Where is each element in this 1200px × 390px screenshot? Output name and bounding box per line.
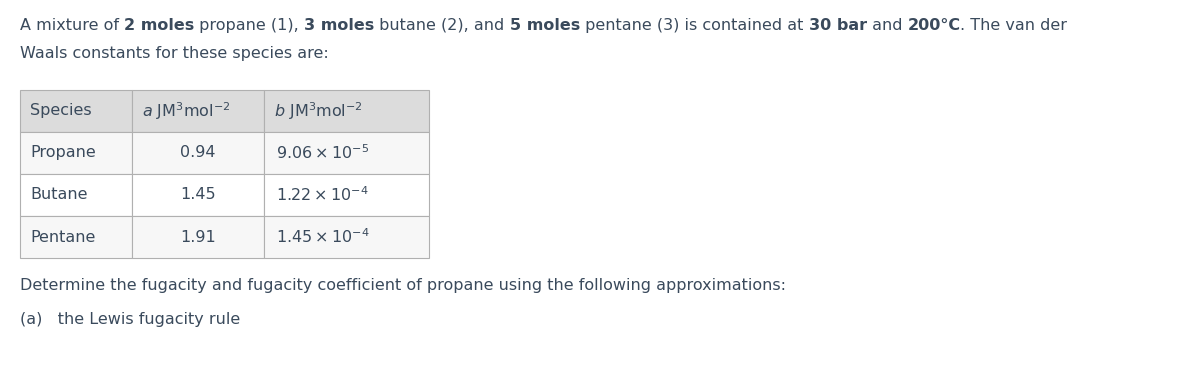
Text: Waals constants for these species are:: Waals constants for these species are:: [20, 46, 329, 61]
Text: Species: Species: [30, 103, 91, 119]
Text: 200°C: 200°C: [907, 18, 960, 33]
Text: 2 moles: 2 moles: [124, 18, 194, 33]
Text: Pentane: Pentane: [30, 229, 95, 245]
Text: 30 bar: 30 bar: [809, 18, 866, 33]
Text: pentane (3) is contained at: pentane (3) is contained at: [580, 18, 809, 33]
Text: (a)   the Lewis fugacity rule: (a) the Lewis fugacity rule: [20, 312, 240, 327]
Text: A mixture of: A mixture of: [20, 18, 124, 33]
Text: butane (2), and: butane (2), and: [374, 18, 510, 33]
Text: 3 moles: 3 moles: [305, 18, 374, 33]
Text: $1.22 \times 10^{-4}$: $1.22 \times 10^{-4}$: [276, 186, 368, 204]
Text: Determine the fugacity and fugacity coefficient of propane using the following a: Determine the fugacity and fugacity coef…: [20, 278, 786, 293]
Text: 0.94: 0.94: [180, 145, 216, 161]
Text: Butane: Butane: [30, 188, 88, 202]
Text: and: and: [866, 18, 907, 33]
Text: propane (1),: propane (1),: [194, 18, 305, 33]
Text: 5 moles: 5 moles: [510, 18, 580, 33]
Text: . The van der: . The van der: [960, 18, 1068, 33]
Text: $9.06 \times 10^{-5}$: $9.06 \times 10^{-5}$: [276, 144, 370, 162]
Text: $b\ \mathrm{JM^3mol^{-2}}$: $b\ \mathrm{JM^3mol^{-2}}$: [274, 100, 362, 122]
Text: 1.45: 1.45: [180, 188, 216, 202]
Text: $1.45 \times 10^{-4}$: $1.45 \times 10^{-4}$: [276, 228, 370, 246]
Text: Propane: Propane: [30, 145, 96, 161]
Text: $a\ \mathrm{JM^3mol^{-2}}$: $a\ \mathrm{JM^3mol^{-2}}$: [142, 100, 230, 122]
Text: 1.91: 1.91: [180, 229, 216, 245]
